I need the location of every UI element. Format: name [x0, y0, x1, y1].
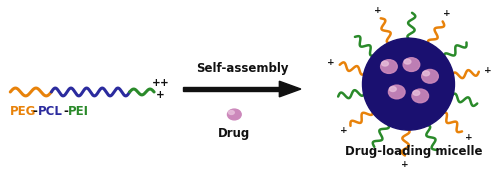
Text: PEG: PEG	[10, 105, 36, 118]
Text: PEI: PEI	[68, 105, 89, 118]
Ellipse shape	[380, 60, 397, 73]
Text: +: +	[340, 126, 347, 136]
Text: -: -	[33, 105, 38, 118]
Text: +: +	[484, 66, 492, 75]
Text: +: +	[400, 160, 408, 169]
Text: +: +	[152, 78, 160, 88]
Text: +: +	[443, 9, 450, 18]
Polygon shape	[280, 81, 301, 97]
Text: Drug: Drug	[218, 127, 250, 140]
Ellipse shape	[228, 111, 234, 114]
Ellipse shape	[390, 87, 396, 91]
Ellipse shape	[403, 58, 419, 71]
Text: +: +	[465, 133, 472, 142]
Text: +: +	[328, 58, 335, 67]
Text: +: +	[160, 78, 168, 88]
Text: +: +	[156, 90, 164, 100]
Ellipse shape	[422, 69, 438, 83]
Circle shape	[362, 38, 454, 130]
Text: Self-assembly: Self-assembly	[196, 62, 288, 75]
Polygon shape	[184, 87, 280, 91]
Ellipse shape	[413, 91, 420, 95]
Text: -: -	[63, 105, 68, 118]
Ellipse shape	[382, 61, 388, 66]
Ellipse shape	[228, 109, 241, 120]
Text: Drug-loading micelle: Drug-loading micelle	[344, 144, 482, 158]
Ellipse shape	[412, 89, 428, 103]
Text: +: +	[374, 6, 381, 15]
Ellipse shape	[422, 71, 430, 76]
Text: PCL: PCL	[38, 105, 62, 118]
Ellipse shape	[404, 59, 411, 64]
Ellipse shape	[388, 85, 405, 99]
